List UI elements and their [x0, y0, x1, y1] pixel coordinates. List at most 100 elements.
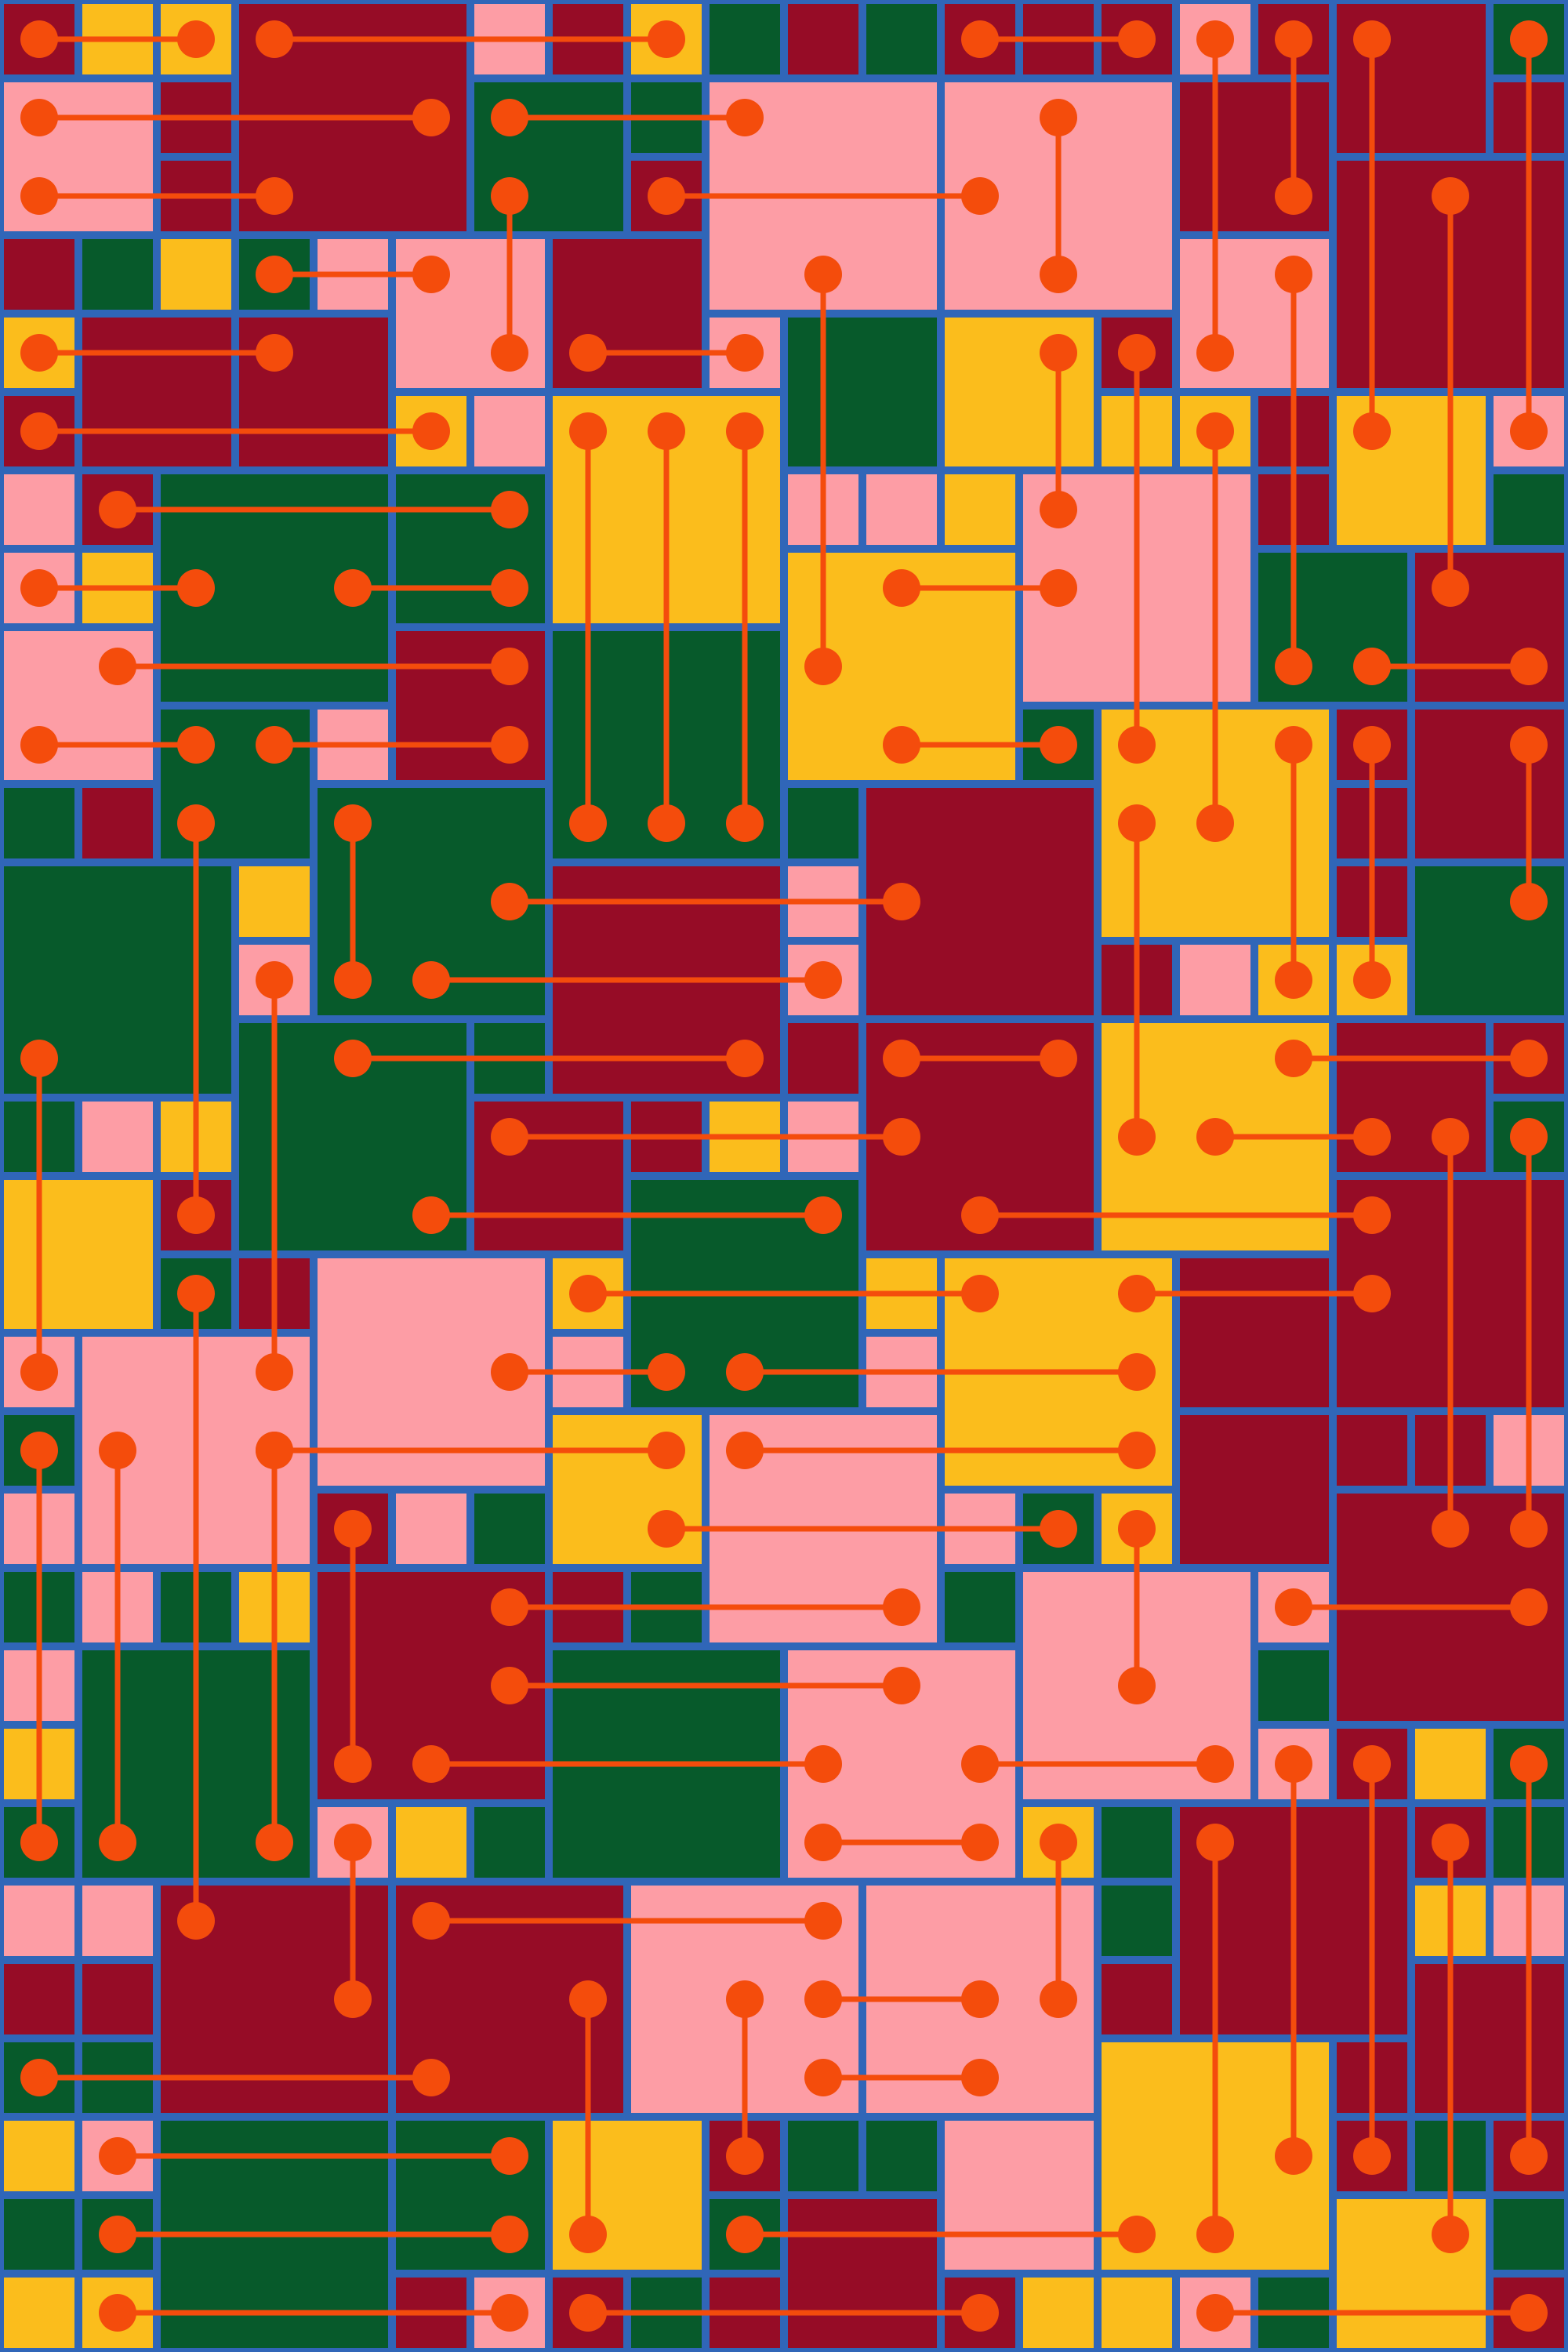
node — [491, 2294, 528, 2332]
tile — [945, 2121, 1094, 2270]
node — [1118, 1118, 1156, 1156]
node — [177, 20, 215, 58]
node — [177, 1275, 215, 1312]
tile — [1102, 1807, 1172, 1878]
node — [177, 1902, 215, 1940]
node — [804, 1902, 842, 1940]
node — [1353, 1118, 1391, 1156]
node — [20, 1040, 58, 1077]
tile — [82, 1886, 153, 1956]
node — [1040, 726, 1077, 764]
node — [1118, 804, 1156, 842]
node — [883, 569, 920, 607]
node — [99, 491, 136, 528]
node — [491, 1588, 528, 1626]
node — [491, 648, 528, 685]
node — [491, 1118, 528, 1156]
node — [1118, 1275, 1156, 1312]
node — [961, 1980, 999, 2018]
node — [20, 569, 58, 607]
node — [1275, 1040, 1312, 1077]
node — [1275, 2137, 1312, 2175]
tile — [396, 1494, 466, 1564]
node — [491, 1667, 528, 1704]
node — [1353, 726, 1391, 764]
node — [491, 491, 528, 528]
node — [648, 1432, 685, 1469]
node — [961, 1745, 999, 1783]
node — [1510, 1588, 1548, 1626]
node — [491, 2137, 528, 2175]
node — [256, 726, 293, 764]
node — [961, 1824, 999, 1861]
tile — [4, 788, 74, 858]
tile — [1102, 2278, 1172, 2348]
node — [1275, 648, 1312, 685]
tile — [866, 4, 937, 74]
node — [1040, 99, 1077, 136]
node — [569, 412, 607, 450]
node — [177, 726, 215, 764]
tile — [396, 1807, 466, 1878]
node — [961, 2294, 999, 2332]
node — [1118, 334, 1156, 372]
node — [961, 20, 999, 58]
node — [1275, 1588, 1312, 1626]
node — [334, 1980, 372, 2018]
node — [256, 20, 293, 58]
node — [648, 412, 685, 450]
tile — [945, 474, 1015, 545]
node — [1040, 491, 1077, 528]
tile — [1337, 1415, 1407, 1486]
node — [1353, 2137, 1391, 2175]
node — [1510, 726, 1548, 764]
node — [177, 804, 215, 842]
node — [99, 1432, 136, 1469]
tile — [866, 2121, 937, 2191]
node — [491, 2216, 528, 2253]
tile — [4, 474, 74, 545]
tile — [239, 866, 310, 937]
tile — [1415, 1964, 1564, 2113]
node — [1118, 1667, 1156, 1704]
node — [99, 2294, 136, 2332]
node — [1040, 1824, 1077, 1861]
node — [726, 804, 764, 842]
tile — [788, 2199, 937, 2348]
tile — [4, 2199, 74, 2270]
node — [1353, 1196, 1391, 1234]
node — [1196, 412, 1234, 450]
node — [1510, 1118, 1548, 1156]
node — [726, 412, 764, 450]
node — [256, 1432, 293, 1469]
tile — [4, 2121, 74, 2191]
tile — [788, 2121, 858, 2191]
node — [804, 1196, 842, 1234]
tile — [1180, 1258, 1329, 1407]
node — [20, 334, 58, 372]
tile — [788, 788, 858, 858]
node — [1510, 1040, 1548, 1077]
node — [961, 177, 999, 215]
node — [334, 1824, 372, 1861]
node — [961, 1275, 999, 1312]
tile — [82, 788, 153, 858]
tile — [1415, 1729, 1486, 1799]
node — [1353, 20, 1391, 58]
node — [256, 334, 293, 372]
node — [569, 334, 607, 372]
node — [1040, 256, 1077, 293]
node — [1040, 1510, 1077, 1548]
node — [726, 1040, 764, 1077]
node — [726, 1432, 764, 1469]
tile — [4, 2278, 74, 2348]
node — [1432, 1824, 1469, 1861]
tile — [788, 318, 937, 466]
node — [99, 648, 136, 685]
node — [569, 2294, 607, 2332]
node — [1196, 20, 1234, 58]
node — [334, 961, 372, 999]
node — [726, 2137, 764, 2175]
tile — [945, 1572, 1015, 1642]
